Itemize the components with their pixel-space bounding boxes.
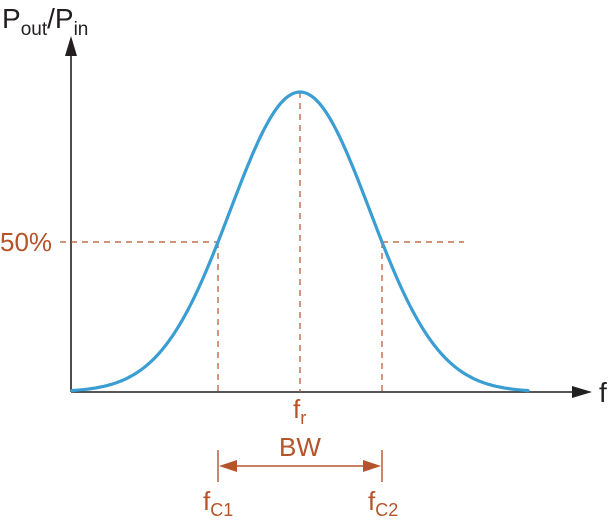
fr-label: fr [293,394,306,428]
fc1-label: fC1 [203,486,233,520]
bandwidth-label: BW [279,432,321,462]
y-axis-arrowhead [65,36,77,56]
x-axis-arrowhead [572,386,592,398]
half-power-label: 50% [0,227,52,257]
y-axis-label: Pout/Pin [2,3,88,40]
resonance-curve [70,90,530,393]
fc2-label: fC2 [368,486,398,520]
x-axis-label: f [599,377,607,408]
bw-arrowhead-left [219,460,237,472]
bw-arrowhead-right [363,460,381,472]
